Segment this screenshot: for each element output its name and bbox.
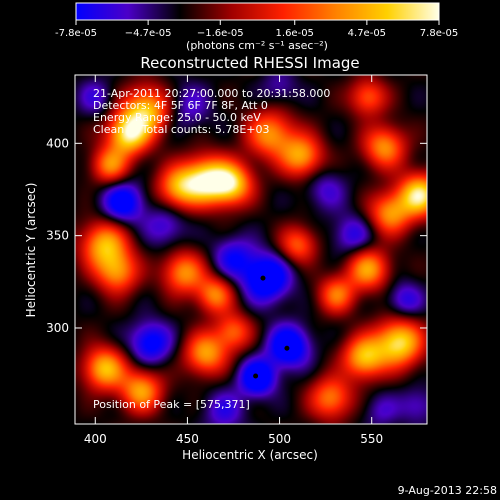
peak-marker bbox=[260, 275, 266, 281]
x-tick-label: 500 bbox=[268, 432, 291, 446]
x-tick-label: 550 bbox=[360, 432, 383, 446]
annotation-time-range: 21-Apr-2011 20:27:00.000 to 20:31:58.000 bbox=[93, 87, 330, 100]
y-tick-label: 350 bbox=[46, 229, 69, 243]
annotation-detectors: Detectors: 4F 5F 6F 7F 8F, Att 0 bbox=[93, 99, 268, 112]
x-tick-label: 400 bbox=[84, 432, 107, 446]
heatmap-image-container bbox=[75, 75, 427, 424]
colorbar-tick-label: −4.7e-05 bbox=[125, 28, 172, 39]
chart-title: Reconstructed RHESSI Image bbox=[140, 54, 359, 72]
y-tick-label: 300 bbox=[46, 321, 69, 335]
peak-marker bbox=[284, 345, 290, 351]
colorbar-tick-label: 7.8e-05 bbox=[420, 28, 458, 39]
colorbar-strip bbox=[75, 2, 440, 21]
colorbar-tick-label: 4.7e-05 bbox=[348, 28, 386, 39]
colorbar-tick-label: 1.6e-05 bbox=[276, 28, 314, 39]
colorbar-units: (photons cm⁻² s⁻¹ asec⁻²) bbox=[186, 39, 328, 52]
peak-position-label: Position of Peak = [575,371] bbox=[93, 398, 250, 411]
y-tick-label: 400 bbox=[46, 136, 69, 150]
y-axis-ticks: 300 350 400 bbox=[46, 136, 427, 335]
observation-info: 21-Apr-2011 20:27:00.000 to 20:31:58.000… bbox=[93, 87, 330, 136]
footer-timestamp: 9-Aug-2013 22:58 bbox=[398, 484, 497, 497]
colorbar-ticks: -7.8e-05 −4.7e-05 −1.6e-05 1.6e-05 4.7e-05 7.… bbox=[55, 20, 458, 39]
colorbar: -7.8e-05 −4.7e-05 −1.6e-05 1.6e-05 4.7e-05 7.… bbox=[55, 2, 458, 52]
plot-frame bbox=[74, 74, 428, 425]
x-axis-ticks: 400 450 500 550 bbox=[84, 75, 383, 446]
annotation-total-counts: Clean Total counts: 5.78E+03 bbox=[93, 123, 270, 136]
colorbar-tick-label: −1.6e-05 bbox=[197, 28, 244, 39]
colorbar-tick-label: -7.8e-05 bbox=[55, 28, 97, 39]
x-tick-label: 450 bbox=[176, 432, 199, 446]
peak-markers bbox=[253, 275, 290, 379]
peak-marker bbox=[253, 373, 259, 379]
heatmap-canvas bbox=[75, 75, 427, 424]
annotation-energy-range: Energy Range: 25.0 - 50.0 keV bbox=[93, 111, 261, 124]
x-axis-label: Heliocentric X (arcsec) bbox=[182, 448, 318, 462]
y-axis-label: Heliocentric Y (arcsec) bbox=[24, 183, 38, 318]
